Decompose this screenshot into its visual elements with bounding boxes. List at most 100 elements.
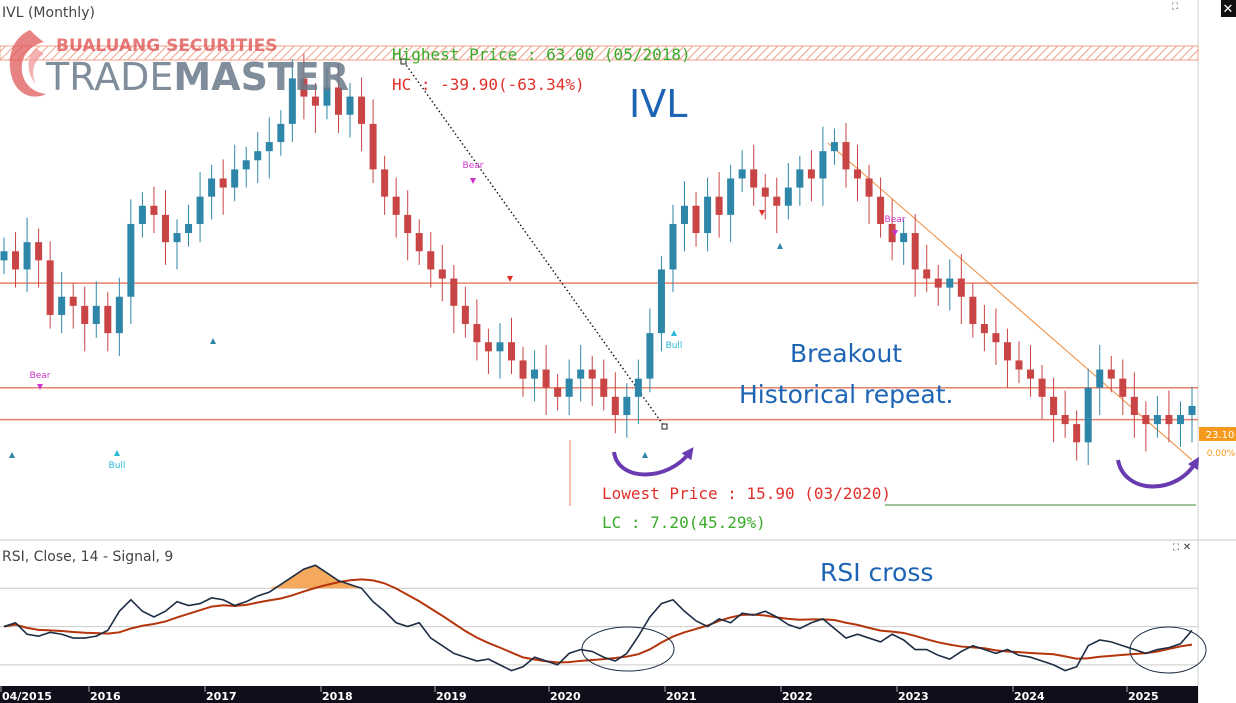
candle-body: [1130, 396, 1138, 416]
candle-body: [208, 178, 216, 197]
candle-body: [35, 242, 43, 261]
price-panel-maximize-button[interactable]: ⛶: [1169, 0, 1181, 12]
candle-body: [254, 151, 262, 161]
candle-body: [81, 305, 89, 325]
candle-body: [646, 333, 654, 379]
close-icon: ✕: [1223, 2, 1234, 17]
down-arrow-icon: [507, 276, 513, 282]
candle-body: [738, 169, 746, 179]
candle-body: [450, 278, 458, 306]
candle-body: [842, 142, 850, 170]
time-axis-label: 2020: [550, 690, 581, 703]
candle-body: [92, 305, 100, 325]
candle-body: [1027, 369, 1035, 379]
candle-body: [404, 214, 412, 234]
candle-body: [577, 369, 585, 379]
candle-body: [1176, 415, 1184, 425]
candle-body: [588, 369, 596, 379]
candle-body: [519, 360, 527, 379]
candle-body: [692, 205, 700, 234]
logo-line1: BUALUANG SECURITIES: [56, 36, 278, 56]
bull-signal-label: Bull: [109, 461, 126, 471]
candle-body: [542, 369, 550, 388]
bear-arrow-icon: [37, 384, 43, 390]
candle-body: [554, 387, 562, 397]
logo-flame-inner-icon: [28, 48, 44, 84]
candle-body: [946, 278, 954, 288]
candle-body: [611, 396, 619, 416]
candle-body: [369, 123, 377, 170]
time-axis-label: 2016: [90, 690, 121, 703]
rsi-panel-close-button[interactable]: ✕: [1183, 542, 1191, 553]
time-axis-label: 2017: [206, 690, 237, 703]
candle-body: [507, 342, 515, 361]
candle-body: [334, 87, 342, 115]
trendline-handle-start[interactable]: [400, 58, 407, 65]
bear-signal-label: Bear: [463, 161, 484, 171]
candle-body: [796, 169, 804, 188]
bear-arrow-icon: [892, 230, 898, 236]
down-arrow-icon: [759, 210, 765, 216]
candle-body: [784, 187, 792, 206]
candle-body: [565, 378, 573, 397]
candle-body: [900, 233, 908, 243]
historical-repeat-label: Historical repeat.: [739, 380, 953, 409]
rsi-maximize-icon: ⛶: [1172, 542, 1180, 553]
candle-body: [323, 87, 331, 106]
candle-body: [819, 151, 827, 179]
candle-body: [888, 223, 896, 243]
candle-body: [196, 196, 204, 224]
candle-body: [681, 205, 689, 224]
logo-master: MASTER: [173, 55, 349, 99]
time-axis-label: 2025: [1128, 690, 1159, 703]
candle-body: [185, 223, 193, 234]
candle-body: [277, 123, 285, 143]
rsi-close-icon: ✕: [1183, 542, 1191, 553]
candle-body: [1119, 378, 1127, 397]
candle-body: [427, 251, 435, 270]
candle-body: [311, 96, 319, 106]
candle-body: [634, 378, 642, 397]
candle-body: [392, 196, 400, 215]
candle-body: [46, 260, 54, 315]
candle-body: [461, 305, 469, 325]
candle-body: [1015, 360, 1023, 370]
candle-body: [1050, 396, 1058, 416]
hc-label: HC : -39.90(-63.34%): [392, 75, 585, 94]
candle-body: [865, 178, 873, 197]
ticker-title: IVL: [629, 82, 687, 126]
candle-body: [1153, 415, 1161, 425]
candle-body: [1107, 369, 1115, 379]
lc-label: LC : 7.20(45.29%): [602, 513, 766, 532]
time-axis-label: 2019: [436, 690, 467, 703]
candle-body: [761, 187, 769, 197]
rsi-line: [3, 564, 1193, 672]
candle-body: [127, 223, 135, 297]
bear-signal-label: Bear: [885, 215, 906, 225]
candle-body: [1188, 405, 1196, 416]
rsi-cross-label: RSI cross: [820, 558, 933, 587]
rsi-panel-maximize-button[interactable]: ⛶: [1172, 542, 1180, 553]
trendline-handle-end[interactable]: [661, 423, 668, 430]
retracement-dotted-line: [403, 61, 665, 427]
candle-body: [531, 369, 539, 379]
up-arrow-icon: [642, 452, 648, 458]
candle-body: [69, 296, 77, 306]
candle-body: [957, 278, 965, 297]
last-price-tag: [1199, 427, 1236, 441]
candle-body: [934, 278, 942, 288]
candle-body: [288, 78, 296, 124]
candle-body: [1061, 415, 1069, 425]
candle-body: [1073, 424, 1081, 443]
time-axis-label: 2021: [666, 690, 697, 703]
candle-body: [623, 396, 631, 416]
rsi-cross-circle-2025: [1129, 626, 1207, 674]
up-arrow-icon: [9, 452, 15, 458]
close-button[interactable]: ✕: [1221, 0, 1236, 17]
candle-body: [911, 233, 919, 270]
candle-body: [496, 342, 504, 352]
candle-body: [715, 196, 723, 215]
candle-body: [657, 269, 665, 334]
candlestick-series: [0, 53, 1196, 466]
